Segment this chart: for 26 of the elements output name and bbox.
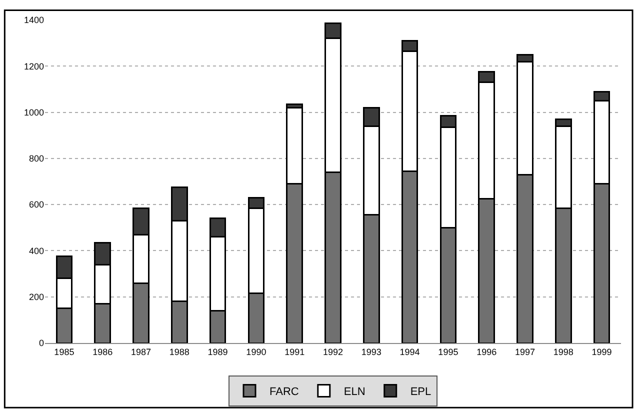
x-tick-label: 1993	[361, 346, 382, 357]
x-tick-label: 1992	[322, 346, 344, 357]
x-tick-label: 1997	[514, 346, 536, 357]
y-tick-label: 1200	[24, 61, 44, 72]
x-tick-label: 1988	[169, 346, 190, 357]
x-tick-label: 1987	[130, 346, 152, 357]
x-tick-label: 1986	[92, 346, 113, 357]
x-tick-label: 1998	[553, 346, 574, 357]
x-tick-label: 1995	[438, 346, 458, 357]
y-tick-label: 400	[28, 246, 44, 256]
y-tick-label: 1000	[24, 107, 44, 118]
x-tick-label: 1999	[592, 346, 612, 357]
x-tick-label: 1994	[400, 346, 420, 357]
y-tick-label: 200	[28, 292, 44, 302]
y-tick-label: 1400	[24, 15, 44, 26]
x-tick-label: 1996	[476, 346, 497, 357]
x-tick-label: 1991	[284, 346, 305, 357]
x-tick-label: 1985	[54, 346, 74, 357]
x-tick-label: 1989	[208, 346, 228, 357]
legend-label: EPL	[410, 386, 432, 398]
y-tick-label: 600	[28, 200, 44, 210]
x-tick-label: 1990	[246, 346, 266, 357]
y-tick-label: 800	[28, 154, 44, 164]
legend-label: FARC	[270, 386, 299, 398]
legend-label: ELN	[344, 386, 366, 398]
y-tick-label: 0	[38, 338, 44, 348]
